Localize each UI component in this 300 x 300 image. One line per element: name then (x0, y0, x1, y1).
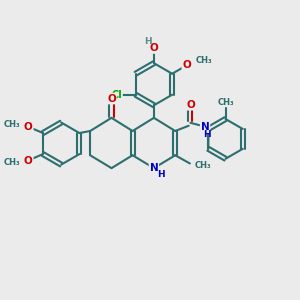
Text: Cl: Cl (111, 90, 122, 100)
Text: O: O (182, 60, 191, 70)
Text: CH₃: CH₃ (4, 120, 20, 129)
Text: O: O (107, 94, 116, 103)
Text: H: H (144, 37, 152, 46)
Text: H: H (204, 130, 211, 139)
Text: H: H (158, 170, 165, 179)
Text: O: O (24, 155, 33, 166)
Text: CH₃: CH₃ (196, 56, 213, 65)
Text: CH₃: CH₃ (4, 158, 20, 167)
Text: O: O (149, 43, 158, 53)
Text: CH₃: CH₃ (194, 161, 211, 170)
Text: N: N (201, 122, 209, 132)
Text: N: N (149, 163, 158, 173)
Text: CH₃: CH₃ (217, 98, 234, 107)
Text: O: O (24, 122, 33, 132)
Text: O: O (186, 100, 195, 110)
